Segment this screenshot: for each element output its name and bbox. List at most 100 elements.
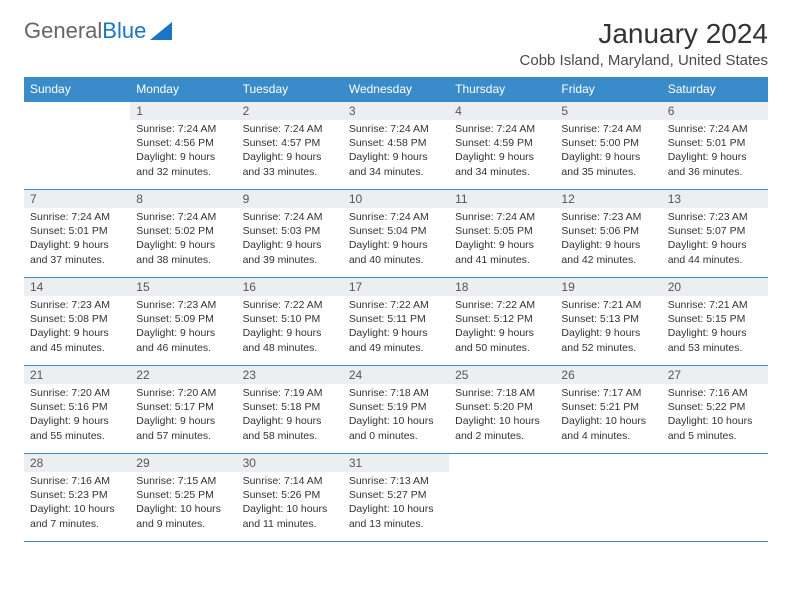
sunrise-text: Sunrise: 7:23 AM <box>668 210 762 224</box>
calendar-day-cell: 1Sunrise: 7:24 AMSunset: 4:56 PMDaylight… <box>130 102 236 190</box>
location-text: Cobb Island, Maryland, United States <box>520 52 768 69</box>
sunrise-text: Sunrise: 7:18 AM <box>349 386 443 400</box>
calendar-day-cell: 13Sunrise: 7:23 AMSunset: 5:07 PMDayligh… <box>662 190 768 278</box>
sunset-text: Sunset: 4:59 PM <box>455 136 549 150</box>
day-number: 15 <box>130 278 236 296</box>
sunrise-text: Sunrise: 7:24 AM <box>30 210 124 224</box>
day-data: Sunrise: 7:23 AMSunset: 5:07 PMDaylight:… <box>662 208 768 271</box>
day-number: 1 <box>130 102 236 120</box>
sunset-text: Sunset: 5:06 PM <box>561 224 655 238</box>
day-data: Sunrise: 7:24 AMSunset: 5:02 PMDaylight:… <box>130 208 236 271</box>
logo-text-2: Blue <box>102 18 146 44</box>
sunrise-text: Sunrise: 7:24 AM <box>243 210 337 224</box>
sunrise-text: Sunrise: 7:24 AM <box>349 210 443 224</box>
day-data: Sunrise: 7:13 AMSunset: 5:27 PMDaylight:… <box>343 472 449 535</box>
daylight-text: Daylight: 9 hours and 40 minutes. <box>349 238 443 266</box>
calendar-header: SundayMondayTuesdayWednesdayThursdayFrid… <box>24 77 768 102</box>
day-data: Sunrise: 7:23 AMSunset: 5:06 PMDaylight:… <box>555 208 661 271</box>
daylight-text: Daylight: 9 hours and 34 minutes. <box>349 150 443 178</box>
calendar-week-row: 1Sunrise: 7:24 AMSunset: 4:56 PMDaylight… <box>24 102 768 190</box>
day-number: 4 <box>449 102 555 120</box>
calendar-day-cell: 25Sunrise: 7:18 AMSunset: 5:20 PMDayligh… <box>449 366 555 454</box>
sunrise-text: Sunrise: 7:24 AM <box>349 122 443 136</box>
sunset-text: Sunset: 5:02 PM <box>136 224 230 238</box>
day-number: 19 <box>555 278 661 296</box>
day-number: 6 <box>662 102 768 120</box>
sunrise-text: Sunrise: 7:21 AM <box>561 298 655 312</box>
daylight-text: Daylight: 9 hours and 33 minutes. <box>243 150 337 178</box>
sunset-text: Sunset: 5:16 PM <box>30 400 124 414</box>
day-number: 26 <box>555 366 661 384</box>
sunrise-text: Sunrise: 7:17 AM <box>561 386 655 400</box>
day-data: Sunrise: 7:23 AMSunset: 5:08 PMDaylight:… <box>24 296 130 359</box>
sunrise-text: Sunrise: 7:24 AM <box>243 122 337 136</box>
daylight-text: Daylight: 10 hours and 5 minutes. <box>668 414 762 442</box>
sunrise-text: Sunrise: 7:23 AM <box>30 298 124 312</box>
calendar-day-cell: 20Sunrise: 7:21 AMSunset: 5:15 PMDayligh… <box>662 278 768 366</box>
weekday-header: Sunday <box>24 77 130 102</box>
calendar-day-cell: 11Sunrise: 7:24 AMSunset: 5:05 PMDayligh… <box>449 190 555 278</box>
title-block: January 2024 Cobb Island, Maryland, Unit… <box>520 18 768 69</box>
calendar-day-cell <box>449 454 555 542</box>
day-number: 27 <box>662 366 768 384</box>
daylight-text: Daylight: 9 hours and 37 minutes. <box>30 238 124 266</box>
day-data: Sunrise: 7:24 AMSunset: 5:03 PMDaylight:… <box>237 208 343 271</box>
calendar-day-cell: 8Sunrise: 7:24 AMSunset: 5:02 PMDaylight… <box>130 190 236 278</box>
sunset-text: Sunset: 5:20 PM <box>455 400 549 414</box>
day-data: Sunrise: 7:20 AMSunset: 5:16 PMDaylight:… <box>24 384 130 447</box>
daylight-text: Daylight: 9 hours and 49 minutes. <box>349 326 443 354</box>
day-data: Sunrise: 7:23 AMSunset: 5:09 PMDaylight:… <box>130 296 236 359</box>
calendar-day-cell <box>662 454 768 542</box>
day-number: 18 <box>449 278 555 296</box>
weekday-header: Tuesday <box>237 77 343 102</box>
sunset-text: Sunset: 5:15 PM <box>668 312 762 326</box>
day-data: Sunrise: 7:24 AMSunset: 4:56 PMDaylight:… <box>130 120 236 183</box>
day-number: 9 <box>237 190 343 208</box>
calendar-week-row: 28Sunrise: 7:16 AMSunset: 5:23 PMDayligh… <box>24 454 768 542</box>
day-data: Sunrise: 7:24 AMSunset: 4:58 PMDaylight:… <box>343 120 449 183</box>
day-number: 2 <box>237 102 343 120</box>
daylight-text: Daylight: 10 hours and 2 minutes. <box>455 414 549 442</box>
weekday-header: Thursday <box>449 77 555 102</box>
calendar-day-cell: 14Sunrise: 7:23 AMSunset: 5:08 PMDayligh… <box>24 278 130 366</box>
daylight-text: Daylight: 9 hours and 53 minutes. <box>668 326 762 354</box>
sunset-text: Sunset: 5:23 PM <box>30 488 124 502</box>
daylight-text: Daylight: 9 hours and 39 minutes. <box>243 238 337 266</box>
sunset-text: Sunset: 5:05 PM <box>455 224 549 238</box>
calendar-day-cell: 21Sunrise: 7:20 AMSunset: 5:16 PMDayligh… <box>24 366 130 454</box>
calendar-page: GeneralBlue January 2024 Cobb Island, Ma… <box>0 0 792 560</box>
sunset-text: Sunset: 4:57 PM <box>243 136 337 150</box>
sunrise-text: Sunrise: 7:22 AM <box>349 298 443 312</box>
daylight-text: Daylight: 9 hours and 55 minutes. <box>30 414 124 442</box>
sunrise-text: Sunrise: 7:14 AM <box>243 474 337 488</box>
daylight-text: Daylight: 9 hours and 36 minutes. <box>668 150 762 178</box>
daylight-text: Daylight: 9 hours and 41 minutes. <box>455 238 549 266</box>
sunset-text: Sunset: 5:08 PM <box>30 312 124 326</box>
day-data: Sunrise: 7:22 AMSunset: 5:11 PMDaylight:… <box>343 296 449 359</box>
day-number: 13 <box>662 190 768 208</box>
sunset-text: Sunset: 5:01 PM <box>668 136 762 150</box>
sunrise-text: Sunrise: 7:20 AM <box>136 386 230 400</box>
sunrise-text: Sunrise: 7:24 AM <box>136 122 230 136</box>
day-number: 22 <box>130 366 236 384</box>
day-number: 14 <box>24 278 130 296</box>
calendar-day-cell: 6Sunrise: 7:24 AMSunset: 5:01 PMDaylight… <box>662 102 768 190</box>
day-data: Sunrise: 7:16 AMSunset: 5:22 PMDaylight:… <box>662 384 768 447</box>
sunset-text: Sunset: 5:01 PM <box>30 224 124 238</box>
day-number: 17 <box>343 278 449 296</box>
weekday-header: Monday <box>130 77 236 102</box>
calendar-day-cell: 9Sunrise: 7:24 AMSunset: 5:03 PMDaylight… <box>237 190 343 278</box>
day-data: Sunrise: 7:24 AMSunset: 5:05 PMDaylight:… <box>449 208 555 271</box>
daylight-text: Daylight: 9 hours and 42 minutes. <box>561 238 655 266</box>
daylight-text: Daylight: 9 hours and 48 minutes. <box>243 326 337 354</box>
daylight-text: Daylight: 9 hours and 57 minutes. <box>136 414 230 442</box>
calendar-day-cell <box>555 454 661 542</box>
sunset-text: Sunset: 5:18 PM <box>243 400 337 414</box>
sunset-text: Sunset: 5:27 PM <box>349 488 443 502</box>
sunrise-text: Sunrise: 7:16 AM <box>668 386 762 400</box>
day-number: 21 <box>24 366 130 384</box>
sunset-text: Sunset: 5:17 PM <box>136 400 230 414</box>
sunset-text: Sunset: 5:04 PM <box>349 224 443 238</box>
daylight-text: Daylight: 10 hours and 7 minutes. <box>30 502 124 530</box>
sunset-text: Sunset: 5:26 PM <box>243 488 337 502</box>
